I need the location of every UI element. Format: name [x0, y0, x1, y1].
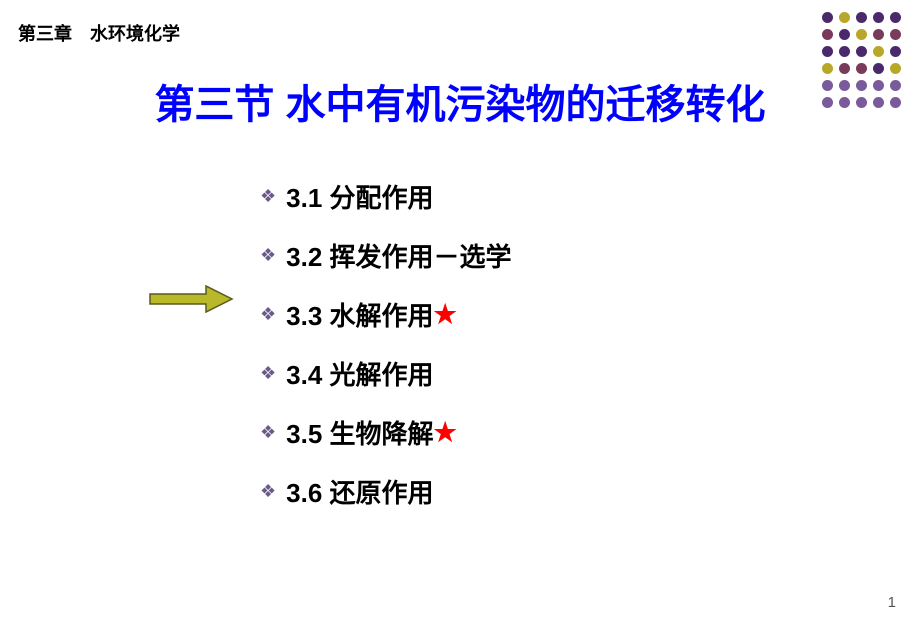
dot-icon: [873, 46, 884, 57]
dot-icon: [822, 29, 833, 40]
toc-label: 3.6 还原作用: [286, 473, 433, 510]
dot-icon: [873, 29, 884, 40]
section-title: 第三节 水中有机污染物的迁移转化: [0, 72, 920, 130]
pointer-arrow-icon: [148, 284, 234, 319]
dot-icon: [822, 12, 833, 23]
chapter-header: 第三章 水环境化学: [18, 20, 180, 46]
toc-item: ❖ 3.5 生物降解★: [260, 414, 512, 451]
dot-icon: [890, 46, 901, 57]
toc-label: 3.5 生物降解: [286, 414, 433, 451]
star-icon: ★: [434, 299, 457, 330]
toc-label: 3.3 水解作用: [286, 296, 433, 333]
dot-icon: [890, 12, 901, 23]
toc-label: 3.2 挥发作用－选学: [286, 237, 511, 274]
toc-label: 3.4 光解作用: [286, 355, 433, 392]
bullet-icon: ❖: [260, 481, 276, 502]
page-number: 1: [888, 594, 896, 611]
toc-item: ❖ 3.1 分配作用: [260, 178, 512, 215]
bullet-icon: ❖: [260, 186, 276, 207]
toc-item: ❖ 3.2 挥发作用－选学: [260, 237, 512, 274]
dot-icon: [839, 29, 850, 40]
toc-item: ❖ 3.3 水解作用★: [260, 296, 512, 333]
toc-item: ❖ 3.4 光解作用: [260, 355, 512, 392]
toc-label: 3.1 分配作用: [286, 178, 433, 215]
dot-icon: [873, 12, 884, 23]
dot-icon: [890, 29, 901, 40]
bullet-icon: ❖: [260, 422, 276, 443]
bullet-icon: ❖: [260, 245, 276, 266]
bullet-icon: ❖: [260, 304, 276, 325]
dot-icon: [856, 12, 867, 23]
dot-icon: [856, 46, 867, 57]
toc-list: ❖3.1 分配作用❖3.2 挥发作用－选学❖3.3 水解作用★❖3.4 光解作用…: [260, 178, 512, 532]
star-icon: ★: [434, 417, 457, 448]
bullet-icon: ❖: [260, 363, 276, 384]
dot-icon: [839, 12, 850, 23]
toc-item: ❖ 3.6 还原作用: [260, 473, 512, 510]
dot-icon: [822, 46, 833, 57]
dot-icon: [839, 46, 850, 57]
dot-icon: [856, 29, 867, 40]
